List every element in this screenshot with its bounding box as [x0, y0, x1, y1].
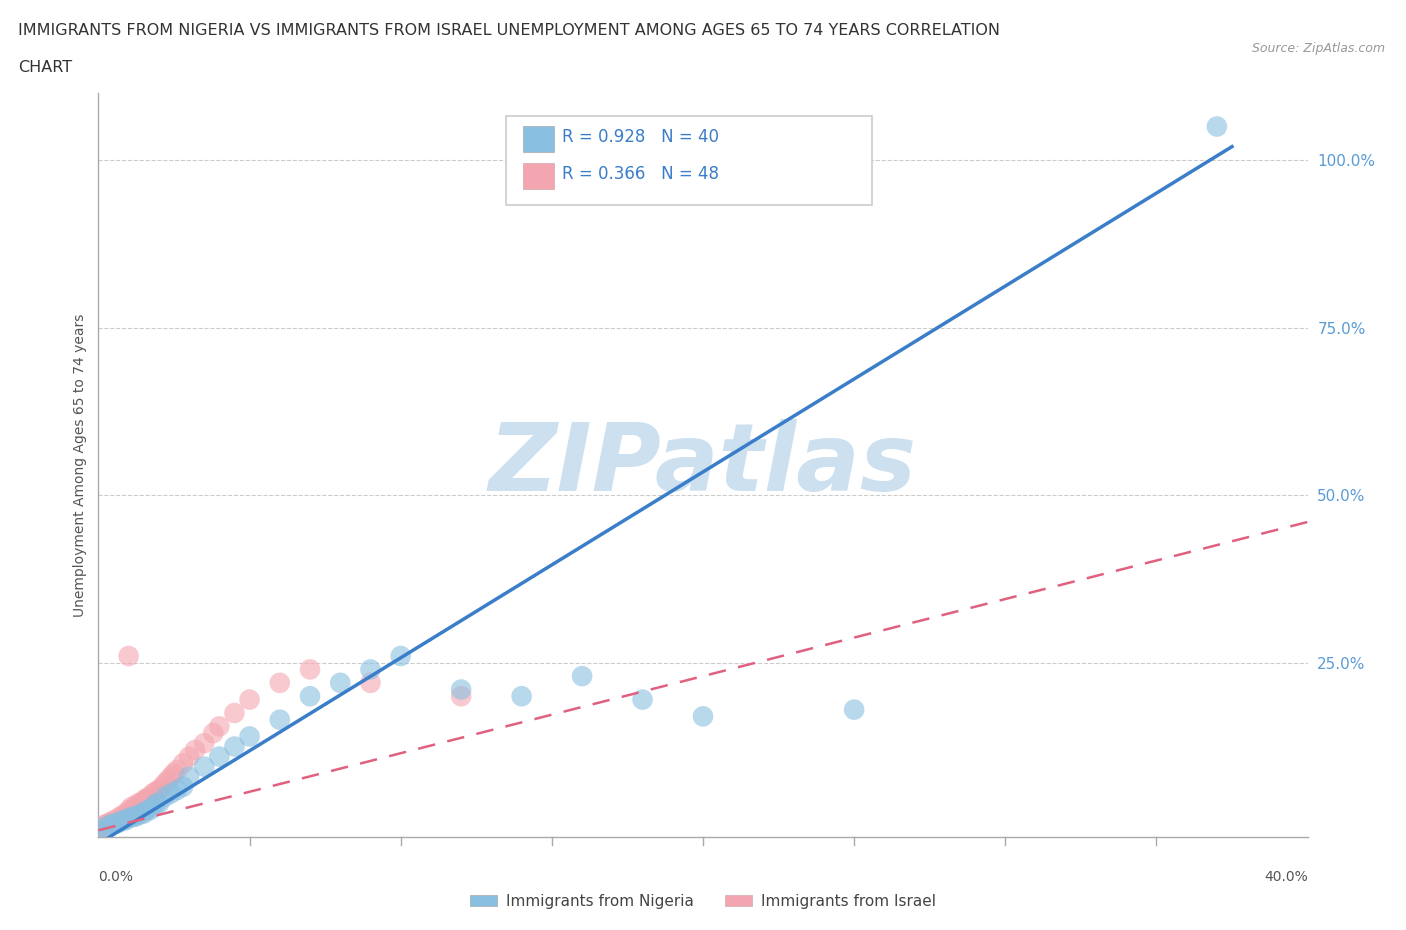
Point [193, 736, 215, 751]
Point [844, 702, 866, 717]
Point [202, 725, 225, 740]
Point [103, 817, 125, 831]
Text: R = 0.366   N = 48: R = 0.366 N = 48 [562, 165, 720, 183]
Point [172, 756, 194, 771]
Point [269, 712, 291, 727]
Point [105, 815, 128, 830]
Point [166, 763, 188, 777]
Point [121, 800, 143, 815]
Point [389, 648, 412, 663]
Point [1206, 119, 1229, 134]
Point [100, 817, 122, 832]
Point [692, 709, 714, 724]
Point [87, 823, 110, 838]
Point [145, 784, 167, 799]
Point [153, 790, 176, 804]
Point [160, 769, 183, 784]
Point [193, 759, 215, 774]
Point [150, 779, 173, 794]
Point [160, 786, 183, 801]
Point [108, 813, 131, 828]
Point [93, 819, 115, 834]
Point [111, 808, 134, 823]
Point [177, 769, 201, 784]
Point [148, 796, 170, 811]
Text: CHART: CHART [18, 60, 72, 75]
Point [100, 815, 122, 830]
Point [127, 796, 149, 811]
Point [153, 776, 176, 790]
Point [571, 669, 593, 684]
Point [156, 773, 179, 788]
Point [124, 803, 146, 817]
Point [129, 806, 152, 821]
Point [450, 682, 472, 697]
Point [87, 823, 110, 838]
Point [299, 662, 322, 677]
Point [224, 706, 246, 721]
Text: IMMIGRANTS FROM NIGERIA VS IMMIGRANTS FROM ISRAEL UNEMPLOYMENT AMONG AGES 65 TO : IMMIGRANTS FROM NIGERIA VS IMMIGRANTS FR… [18, 23, 1000, 38]
Point [224, 739, 246, 754]
Point [166, 783, 188, 798]
Text: 40.0%: 40.0% [1264, 870, 1308, 884]
Point [510, 689, 533, 704]
Point [96, 817, 118, 831]
Point [103, 813, 125, 828]
Point [145, 796, 167, 811]
Text: 0.0%: 0.0% [98, 870, 134, 884]
Point [93, 817, 115, 832]
Point [114, 813, 136, 828]
Point [239, 692, 262, 707]
Point [329, 675, 352, 690]
Point [114, 806, 136, 821]
Point [269, 675, 291, 690]
Point [114, 809, 136, 824]
Y-axis label: Unemployment Among Ages 65 to 74 years: Unemployment Among Ages 65 to 74 years [73, 313, 87, 617]
Point [184, 742, 207, 757]
Point [90, 819, 112, 834]
Point [132, 795, 155, 810]
Point [172, 779, 194, 794]
Point [135, 803, 157, 817]
Text: Source: ZipAtlas.com: Source: ZipAtlas.com [1251, 42, 1385, 55]
Text: ZIPatlas: ZIPatlas [489, 419, 917, 511]
Point [135, 790, 157, 805]
Point [118, 811, 141, 826]
Point [142, 800, 165, 815]
Point [118, 648, 141, 663]
Point [127, 808, 149, 823]
Point [105, 817, 128, 831]
Point [127, 800, 149, 815]
Point [208, 719, 231, 734]
Point [177, 750, 201, 764]
Point [148, 783, 170, 798]
Point [132, 792, 155, 807]
Point [132, 806, 155, 821]
Point [118, 808, 141, 823]
Point [163, 766, 186, 781]
Point [142, 786, 165, 801]
Point [124, 809, 146, 824]
Point [111, 811, 134, 826]
Legend: Immigrants from Nigeria, Immigrants from Israel: Immigrants from Nigeria, Immigrants from… [464, 888, 942, 915]
Point [360, 675, 382, 690]
Point [103, 817, 125, 831]
Point [208, 750, 231, 764]
Point [108, 809, 131, 824]
Point [124, 800, 146, 815]
Point [450, 689, 472, 704]
Text: R = 0.928   N = 40: R = 0.928 N = 40 [562, 127, 720, 146]
Point [139, 803, 162, 817]
Point [139, 790, 162, 804]
Point [111, 813, 134, 828]
Point [360, 662, 382, 677]
Point [121, 804, 143, 819]
Point [129, 796, 152, 811]
Point [631, 692, 654, 707]
Point [239, 729, 262, 744]
Point [121, 809, 143, 824]
Point [118, 803, 141, 817]
Point [299, 689, 322, 704]
Point [108, 815, 131, 830]
